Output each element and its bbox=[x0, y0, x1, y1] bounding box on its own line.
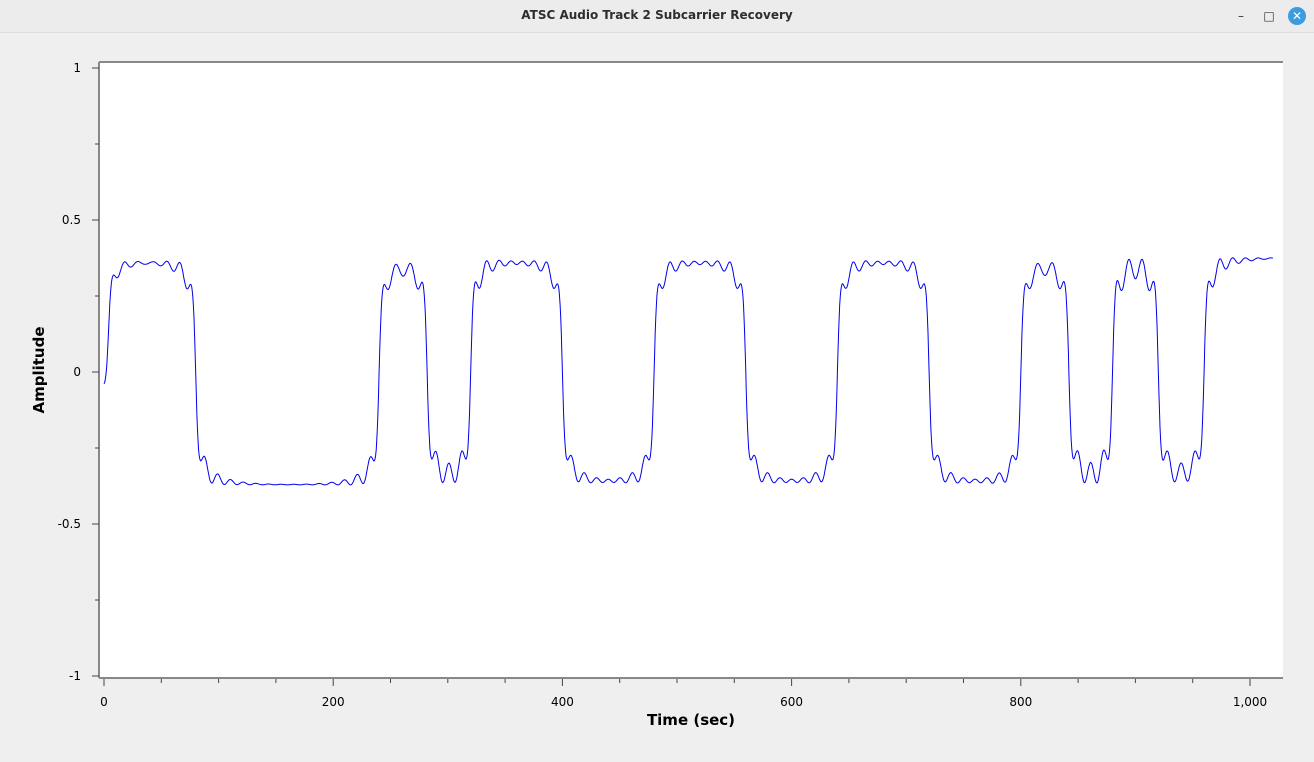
x-ticks: 0 200 400 600 800 1,000 bbox=[100, 679, 1267, 709]
x-axis-label: Time (sec) bbox=[647, 711, 735, 729]
x-tick-label: 200 bbox=[322, 695, 345, 709]
y-tick-label: 0.5 bbox=[62, 213, 81, 227]
plot-area: 1 0.5 0 -0.5 -1 0 200 400 600 800 1,000 Time (sec… bbox=[0, 33, 1314, 758]
window-title: ATSC Audio Track 2 Subcarrier Recovery bbox=[521, 8, 793, 22]
amplitude-series-line bbox=[103, 257, 1273, 486]
plot-canvas bbox=[99, 62, 1283, 678]
y-axis-label: Amplitude bbox=[30, 326, 48, 413]
y-ticks: 1 0.5 0 -0.5 -1 bbox=[58, 61, 99, 683]
x-tick-label: 600 bbox=[780, 695, 803, 709]
x-tick-label: 0 bbox=[100, 695, 108, 709]
x-tick-label: 1,000 bbox=[1233, 695, 1267, 709]
x-tick-label: 800 bbox=[1009, 695, 1032, 709]
y-tick-label: 0 bbox=[73, 365, 81, 379]
x-tick-label: 400 bbox=[551, 695, 574, 709]
maximize-icon[interactable]: □ bbox=[1263, 9, 1275, 23]
close-icon[interactable]: ✕ bbox=[1288, 7, 1306, 25]
y-tick-label: 1 bbox=[73, 61, 81, 75]
title-bar: ATSC Audio Track 2 Subcarrier Recovery –… bbox=[0, 0, 1314, 33]
y-tick-label: -0.5 bbox=[58, 517, 81, 531]
y-tick-label: -1 bbox=[69, 669, 81, 683]
time-domain-chart: 1 0.5 0 -0.5 -1 0 200 400 600 800 1,000 Time (sec… bbox=[30, 61, 1283, 729]
minimize-icon[interactable]: – bbox=[1238, 9, 1244, 23]
